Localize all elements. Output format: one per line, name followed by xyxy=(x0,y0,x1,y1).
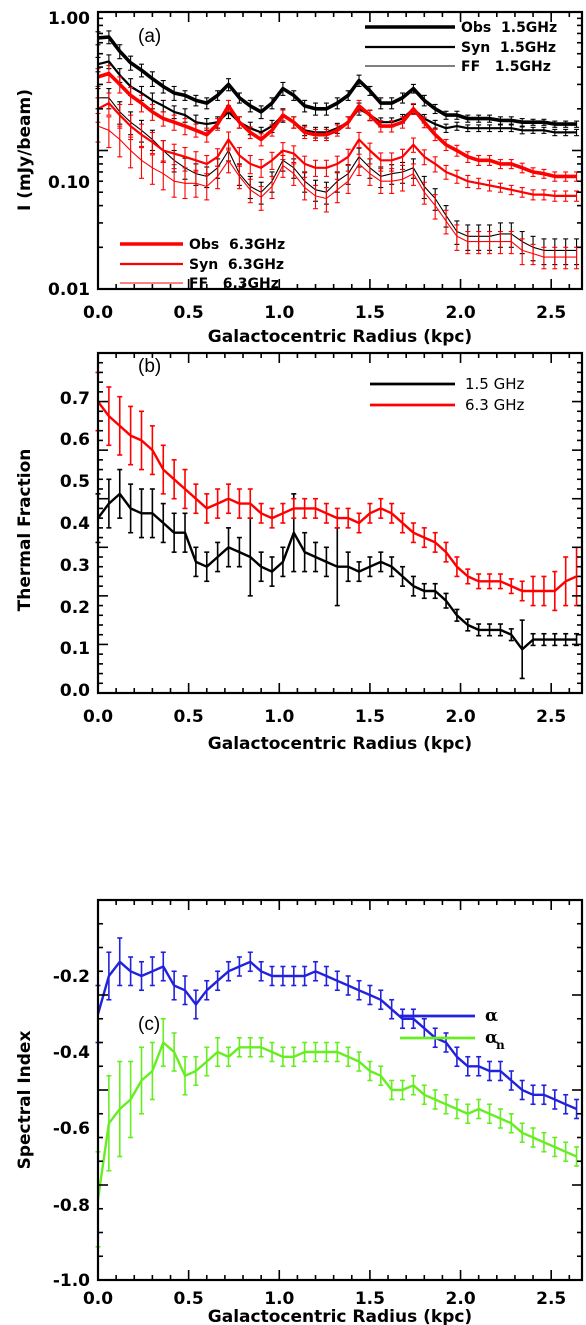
panel-b-ytick-label: 0.5 xyxy=(60,472,90,492)
panel-c-xtick-label: 0.0 xyxy=(83,1289,113,1309)
panel-a-ticks xyxy=(97,11,582,290)
panel-a-tag: (a) xyxy=(138,26,161,47)
panel-b-ytick-label: 0.7 xyxy=(60,389,90,409)
panel-c-ylabel: Spectral Index xyxy=(15,1031,35,1170)
panel-b-ytick-label: 0.6 xyxy=(60,430,90,450)
series-line-obs-6-3ghz xyxy=(97,71,577,179)
panel-b-tag: (b) xyxy=(138,356,161,377)
panel-c-ytick-label: -0.8 xyxy=(53,1196,90,1216)
panel-c-xtick-label: 1.0 xyxy=(264,1289,294,1309)
panel-b-series xyxy=(95,371,580,680)
panel-b-ytick-label: 0.0 xyxy=(60,681,90,701)
legend-label-syn-1.5: Syn 1.5GHz xyxy=(461,40,556,56)
panel-a-series xyxy=(95,30,580,270)
panel-c-tag: (c) xyxy=(138,1014,160,1035)
series-line-ff-6-3ghz xyxy=(97,125,577,258)
series-line-1-5-ghz xyxy=(97,492,577,651)
panel-b-xtick-label: 2.0 xyxy=(446,707,476,727)
panel-b-xtick-label: 1.5 xyxy=(355,707,385,727)
panel-b-xtick-label: 0.5 xyxy=(174,707,204,727)
series-line-obs-1-5ghz xyxy=(97,35,577,126)
panel-a: (a) 0.01 0.10 1.00 0.0 0.5 1.0 1.5 2.0 2… xyxy=(15,9,584,347)
legend-label-alpha-n: α xyxy=(485,1028,498,1048)
panel-b-xtick-label: 1.0 xyxy=(264,707,294,727)
panel-c-series xyxy=(95,937,580,1248)
panel-c-ytick-label: -0.4 xyxy=(53,1043,90,1063)
series-line-syn-6-3ghz xyxy=(97,101,577,197)
panel-a-xtick-label: 1.0 xyxy=(264,303,294,323)
panel-c-ticks xyxy=(97,899,582,1281)
legend-label-alpha: α xyxy=(485,1006,498,1026)
series-line-6-3-ghz xyxy=(97,400,578,593)
panel-b-ylabel: Thermal Fraction xyxy=(15,449,35,612)
panel-a-xlabel: Galactocentric Radius (kpc) xyxy=(208,327,472,347)
legend-label-alpha-n-subscript: n xyxy=(496,1038,505,1052)
panel-c-xtick-label: 2.0 xyxy=(446,1289,476,1309)
panel-b-xlabel: Galactocentric Radius (kpc) xyxy=(208,734,472,754)
panel-c-ytick-label: -1.0 xyxy=(53,1271,90,1291)
panel-b-ytick-label: 0.2 xyxy=(60,598,90,618)
panel-b: (b) 0.0 0.1 0.2 0.3 0.4 0.5 0.6 0.7 0.0 … xyxy=(15,351,584,754)
panel-c-xtick-label: 0.5 xyxy=(174,1289,204,1309)
legend-label-6.3-ghz: 6.3 GHz xyxy=(465,396,525,414)
legend-label-1.5-ghz: 1.5 GHz xyxy=(465,375,525,393)
panel-c: (c) -1.0 -0.8 -0.6 -0.4 -0.2 0.0 0.5 1.0… xyxy=(15,898,584,1325)
panel-b-ticks xyxy=(97,352,582,694)
panel-b-ytick-label: 0.4 xyxy=(60,514,90,534)
panel-a-xtick-label: 2.5 xyxy=(536,303,566,323)
panel-a-xtick-label: 2.0 xyxy=(446,303,476,323)
panel-b-frame xyxy=(96,351,584,695)
legend-label-ff-6.3: FF 6.3GHz xyxy=(189,276,279,292)
legend-label-syn-6.3: Syn 6.3GHz xyxy=(189,257,284,273)
panel-c-ytick-label: -0.6 xyxy=(53,1119,90,1139)
series-line-α xyxy=(96,960,578,1111)
panel-a-xtick-label: 0.5 xyxy=(174,303,204,323)
panel-c-xtick-label: 2.5 xyxy=(536,1289,566,1309)
panel-a-ylabel: I (mJy/beam) xyxy=(15,89,35,211)
panel-a-ytick-label: 1.00 xyxy=(48,9,90,29)
series-line-α-n xyxy=(96,1041,578,1200)
panel-b-ytick-label: 0.1 xyxy=(60,639,90,659)
panel-b-xtick-label: 2.5 xyxy=(536,707,566,727)
panel-b-xtick-label: 0.0 xyxy=(83,707,113,727)
legend-label-ff-1.5: FF 1.5GHz xyxy=(461,59,551,75)
panel-b-ytick-label: 0.3 xyxy=(60,556,90,576)
panel-c-ytick-label: -0.2 xyxy=(53,967,90,987)
panel-c-xlabel: Galactocentric Radius (kpc) xyxy=(208,1307,472,1325)
legend-label-obs-6.3: Obs 6.3GHz xyxy=(189,237,285,253)
legend-label-obs-1.5: Obs 1.5GHz xyxy=(461,20,557,36)
panel-a-ytick-label: 0.01 xyxy=(48,280,90,300)
panel-c-xtick-label: 1.5 xyxy=(355,1289,385,1309)
panel-a-ytick-label: 0.10 xyxy=(48,173,90,193)
panel-a-xtick-label: 1.5 xyxy=(355,303,385,323)
panel-a-xtick-label: 0.0 xyxy=(83,303,113,323)
